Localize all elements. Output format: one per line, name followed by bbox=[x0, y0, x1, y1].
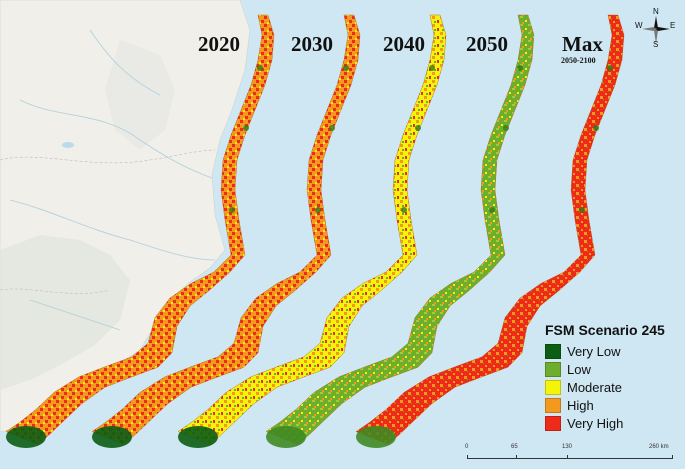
legend-swatch bbox=[545, 379, 561, 395]
scale-tick-label: 260 km bbox=[649, 444, 669, 450]
scale-tick-label: 0 bbox=[465, 444, 469, 450]
low-patch bbox=[593, 125, 599, 131]
legend-item-moderate: Moderate bbox=[545, 378, 675, 396]
very-low-zone-2040 bbox=[178, 426, 218, 448]
low-patch bbox=[315, 207, 321, 213]
legend-item-very-low: Very Low bbox=[545, 342, 675, 360]
scale-tick bbox=[516, 455, 517, 459]
year-label-max: Max bbox=[562, 32, 603, 56]
scale-tick-label: 65 bbox=[511, 444, 518, 450]
low-patch bbox=[579, 207, 585, 213]
legend-swatch bbox=[545, 415, 561, 431]
scale-tick bbox=[672, 455, 673, 459]
legend-title: FSM Scenario 245 bbox=[545, 322, 665, 338]
scale-tick bbox=[467, 455, 468, 459]
legend-label: High bbox=[567, 397, 594, 413]
scale-bar: 0 65 130 260 km bbox=[463, 444, 675, 464]
land-relief bbox=[0, 235, 130, 390]
river-lines bbox=[9, 29, 216, 331]
max-period-label: 2050-2100 bbox=[561, 56, 596, 65]
low-patch bbox=[607, 65, 613, 71]
lake bbox=[62, 142, 74, 148]
compass-n: N bbox=[653, 7, 659, 16]
border-lines bbox=[0, 149, 216, 294]
very-low-zone-max bbox=[356, 426, 396, 448]
scale-line bbox=[467, 458, 673, 459]
legend-swatch bbox=[545, 361, 561, 377]
legend-item-low: Low bbox=[545, 360, 675, 378]
low-patch bbox=[329, 125, 335, 131]
very-low-zone-2020 bbox=[6, 426, 46, 448]
legend-label: Moderate bbox=[567, 379, 622, 395]
low-patch bbox=[243, 125, 249, 131]
year-label-2050: 2050 bbox=[466, 32, 508, 56]
year-label-2030: 2030 bbox=[291, 32, 333, 56]
legend-item-very-high: Very High bbox=[545, 414, 675, 432]
low-patch bbox=[517, 65, 523, 71]
compass-rose-icon: N S W E bbox=[635, 7, 676, 49]
low-patch bbox=[415, 125, 421, 131]
legend-label: Very High bbox=[567, 415, 624, 431]
compass-s: S bbox=[653, 40, 659, 49]
scale-tick bbox=[567, 455, 568, 459]
legend-swatch bbox=[545, 343, 561, 359]
low-patch bbox=[489, 207, 495, 213]
low-patch bbox=[229, 207, 235, 213]
compass-e: E bbox=[670, 21, 676, 30]
low-patch bbox=[257, 65, 263, 71]
very-low-zone-2030 bbox=[92, 426, 132, 448]
low-patch bbox=[429, 65, 435, 71]
year-label-2020: 2020 bbox=[198, 32, 240, 56]
legend-swatch bbox=[545, 397, 561, 413]
low-patch bbox=[503, 125, 509, 131]
low-patch bbox=[401, 207, 407, 213]
legend-item-high: High bbox=[545, 396, 675, 414]
compass-w: W bbox=[635, 21, 643, 30]
land-relief bbox=[105, 40, 175, 150]
legend-label: Low bbox=[567, 361, 591, 377]
legend: FSM Scenario 245 Very Low Low Moderate H… bbox=[545, 322, 675, 432]
low-patch bbox=[343, 65, 349, 71]
scale-tick-label: 130 bbox=[562, 444, 573, 450]
very-low-zone-2050 bbox=[266, 426, 306, 448]
legend-label: Very Low bbox=[567, 343, 621, 359]
year-label-2040: 2040 bbox=[383, 32, 425, 56]
